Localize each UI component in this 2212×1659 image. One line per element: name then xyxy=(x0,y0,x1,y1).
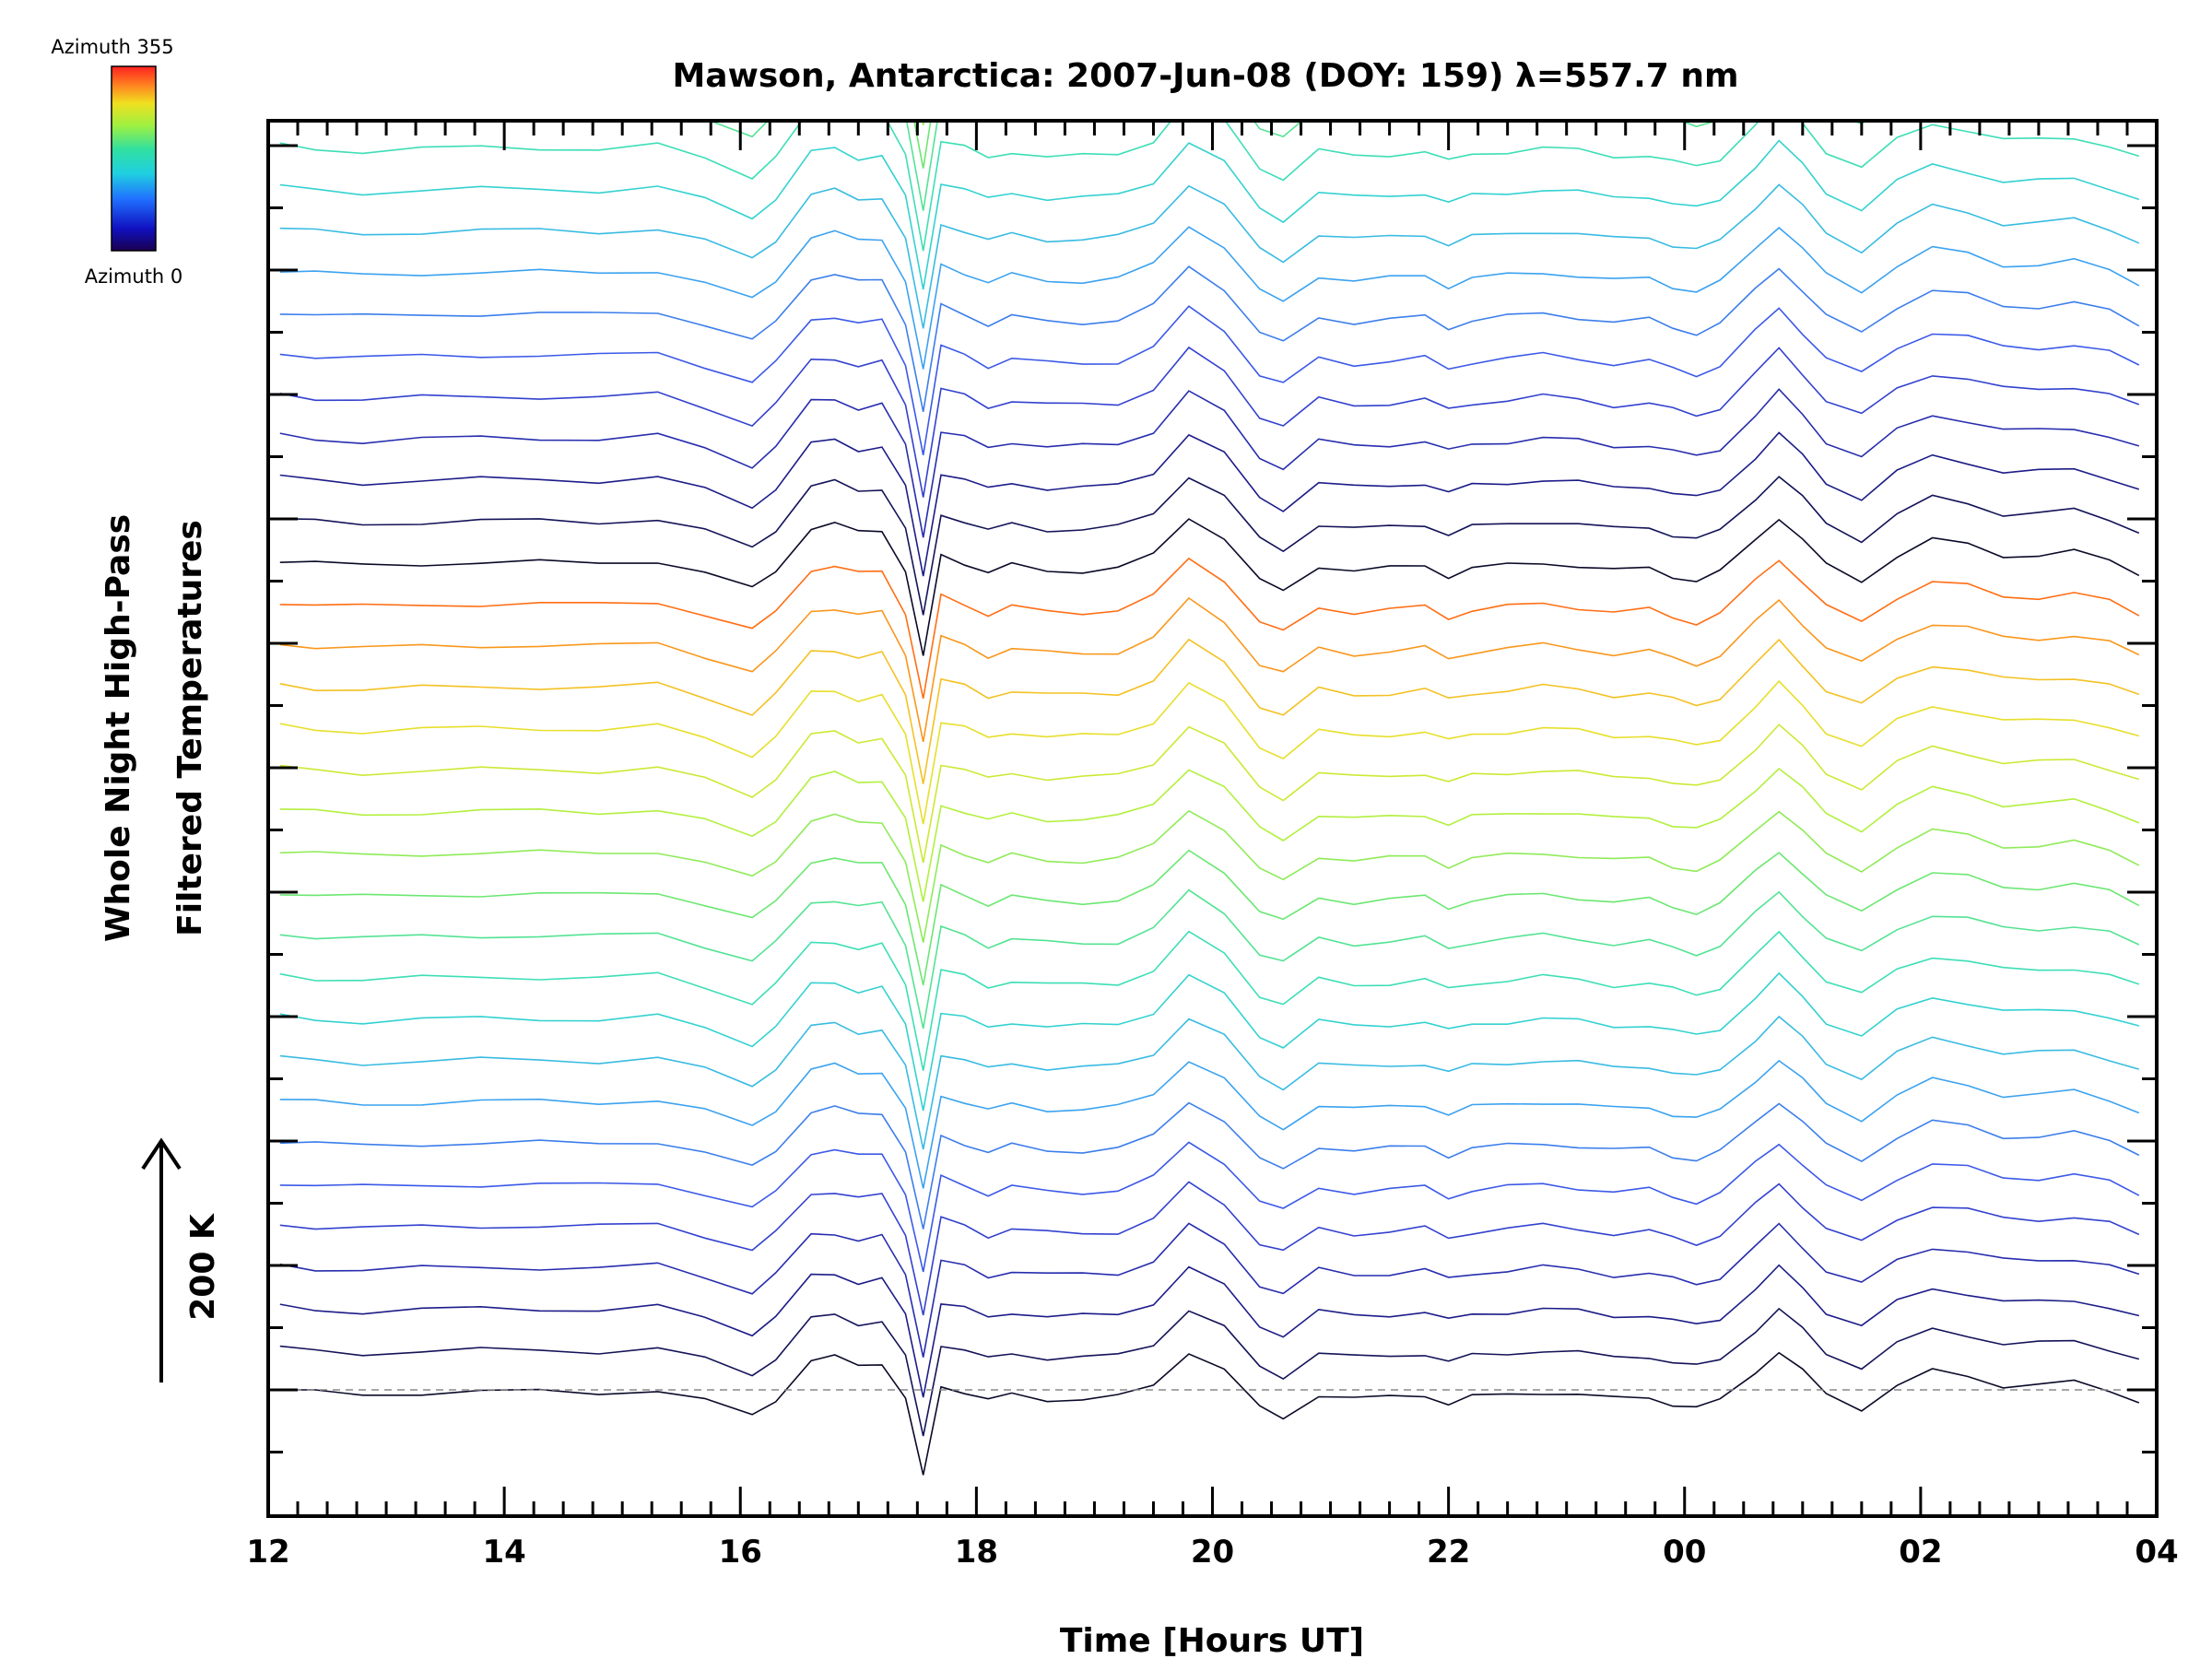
series-line-18 xyxy=(279,638,2140,784)
colorbar-bottom-label: Azimuth 0 xyxy=(85,265,183,288)
series-line-37 xyxy=(280,0,2139,3)
x-tick-label: 18 xyxy=(955,1534,998,1571)
series-line-8 xyxy=(279,1059,2140,1189)
plot-frame xyxy=(266,119,2159,1518)
x-tick-labels: 12 14 16 18 20 22 00 02 04 xyxy=(246,1534,2178,1571)
scale-arrow-head xyxy=(141,1137,182,1171)
series-line-22 xyxy=(279,476,2140,616)
x-tick-label: 02 xyxy=(1899,1534,1942,1571)
scale-label: 200 K xyxy=(184,1213,222,1321)
x-tick-label: 14 xyxy=(482,1534,525,1571)
series-line-13 xyxy=(279,849,2140,986)
series-line-23 xyxy=(279,431,2140,577)
colorbar-top-label: Azimuth 355 xyxy=(51,36,173,58)
series-line-29 xyxy=(279,183,2140,329)
series-line-27 xyxy=(279,265,2140,412)
x-axis-label: Time [Hours UT] xyxy=(1060,1622,1364,1659)
series-line-2 xyxy=(279,1307,2140,1437)
y-axis-label-line1: Whole Night High-Pass xyxy=(100,514,137,942)
y-axis-label-line2: Filtered Temperatures xyxy=(171,520,209,936)
series-line-9 xyxy=(279,1015,2140,1150)
series-line-5 xyxy=(279,1181,2140,1316)
series-line-6 xyxy=(279,1141,2140,1273)
series-line-17 xyxy=(279,679,2140,825)
series-line-16 xyxy=(279,724,2140,864)
series-line-19 xyxy=(279,596,2140,743)
series-line-3 xyxy=(279,1264,2139,1398)
x-tick-label: 20 xyxy=(1191,1534,1234,1571)
series-line-21 xyxy=(279,518,2140,656)
series-line-36 xyxy=(280,0,2139,41)
chart-title: Mawson, Antarctica: 2007-Jun-08 (DOY: 15… xyxy=(672,57,1738,95)
series-line-26 xyxy=(279,305,2140,455)
series-line-24 xyxy=(279,388,2140,538)
axis-ticks xyxy=(266,121,2159,1516)
x-tick-label: 00 xyxy=(1663,1534,1706,1571)
series-line-28 xyxy=(279,226,2140,370)
series-line-10 xyxy=(279,971,2140,1112)
series-line-31 xyxy=(279,121,2140,252)
series-line-20 xyxy=(279,557,2140,700)
series-line-11 xyxy=(279,930,2140,1071)
x-tick-label: 22 xyxy=(1427,1534,1470,1571)
series-line-1 xyxy=(279,1351,2140,1476)
series-line-7 xyxy=(279,1101,2140,1230)
colorbar xyxy=(111,65,157,252)
x-tick-label: 12 xyxy=(246,1534,289,1571)
series-line-15 xyxy=(279,767,2140,902)
x-tick-label: 04 xyxy=(2135,1534,2178,1571)
series-group xyxy=(279,0,2140,1476)
series-line-4 xyxy=(279,1222,2140,1358)
x-tick-label: 16 xyxy=(719,1534,762,1571)
series-line-30 xyxy=(279,139,2140,290)
series-line-14 xyxy=(279,809,2140,943)
series-line-12 xyxy=(279,888,2140,1030)
series-line-25 xyxy=(279,346,2140,498)
